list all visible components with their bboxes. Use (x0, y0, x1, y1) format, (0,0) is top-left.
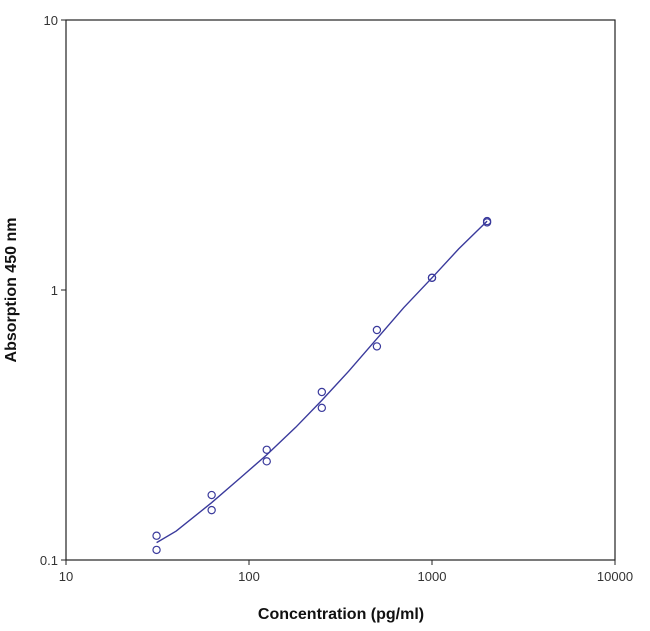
data-point (262, 457, 271, 466)
x-tick-label: 10000 (597, 569, 633, 584)
fit-curve-line (156, 220, 488, 544)
data-point (262, 445, 271, 454)
x-tick-label: 10 (59, 569, 73, 584)
data-point (372, 342, 382, 351)
data-point (207, 505, 216, 515)
x-tick-label: 1000 (418, 569, 447, 584)
data-point (317, 387, 327, 397)
y-tick-label: 1 (51, 283, 58, 298)
data-point (152, 545, 161, 555)
y-axis-title: Absorption 450 nm (3, 218, 20, 363)
x-axis-title: Concentration (pg/ml) (258, 606, 424, 623)
data-point (372, 325, 382, 335)
data-point (207, 490, 216, 500)
data-point (317, 403, 327, 413)
data-point (152, 531, 161, 540)
series-layer (152, 216, 492, 555)
y-tick-label: 10 (44, 13, 58, 28)
y-tick-label: 0.1 (40, 553, 58, 568)
axis-ticks: 10 100 1000 10000 0.1 1 10 (40, 13, 633, 584)
plot-frame (65, 19, 616, 561)
x-tick-label: 100 (238, 569, 260, 584)
data-point (427, 273, 437, 282)
data-point (482, 218, 492, 227)
